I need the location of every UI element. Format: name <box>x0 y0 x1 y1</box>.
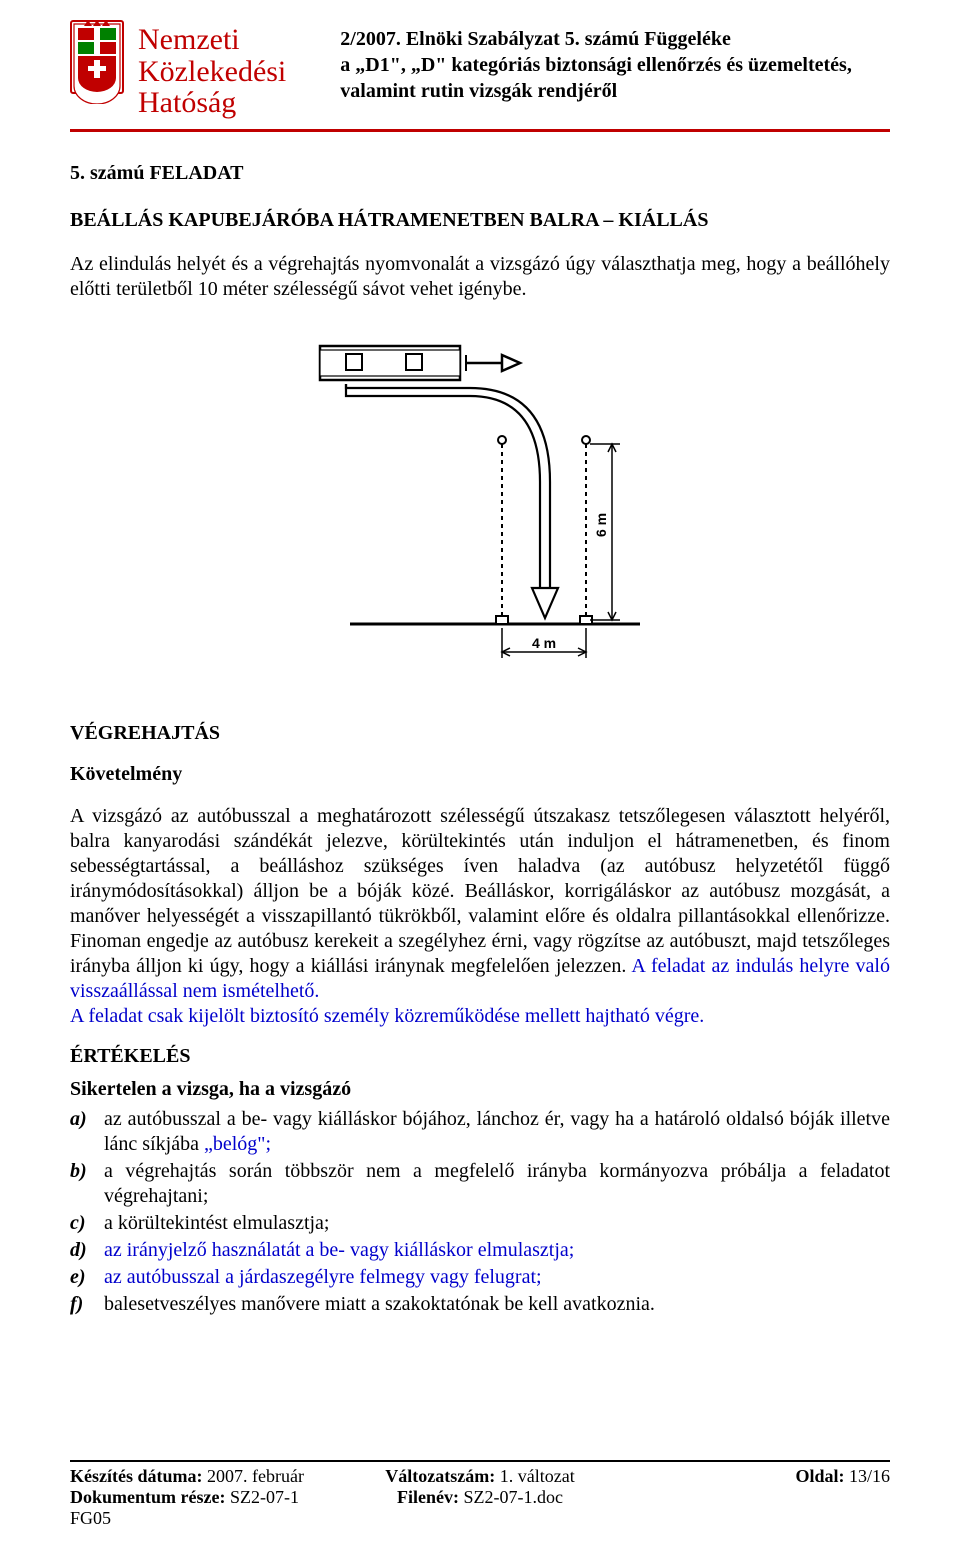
doc-title: 2/2007. Elnöki Szabályzat 5. számú Függe… <box>300 20 852 104</box>
list-marker: d) <box>70 1238 104 1263</box>
list-marker: e) <box>70 1265 104 1290</box>
list-item: c) a körültekintést elmulasztja; <box>70 1211 890 1236</box>
header-rule <box>70 129 890 132</box>
crest-icon <box>70 20 124 109</box>
footer-row-1: Készítés dátuma: 2007. február Változats… <box>70 1466 890 1487</box>
dim-depth: 6 m <box>590 444 620 620</box>
list-text: a körültekintést elmulasztja; <box>104 1211 890 1236</box>
diagram: 6 m 4 m <box>70 332 890 672</box>
footer-oldal: Oldal: 13/16 <box>617 1466 890 1487</box>
footer-row-2: Dokumentum része: SZ2-07-1 FG05 Filenév:… <box>70 1487 890 1529</box>
footer-valtozat: Változatszám: 1. változat <box>343 1466 616 1487</box>
footer-keszites: Készítés dátuma: 2007. február <box>70 1466 343 1487</box>
doc-title-line2: a „D1", „D" kategóriás biztonsági ellenő… <box>340 54 852 76</box>
doc-title-line1: 2/2007. Elnöki Szabályzat 5. számú Függe… <box>340 28 731 50</box>
bus-shape <box>320 346 520 380</box>
list-text: a végrehajtás során többször nem a megfe… <box>104 1159 890 1209</box>
list-marker: f) <box>70 1292 104 1317</box>
task-title: BEÁLLÁS KAPUBEJÁRÓBA HÁTRAMENETBEN BALRA… <box>70 209 890 232</box>
gate-post-right <box>580 436 592 624</box>
dim-width: 4 m <box>502 628 586 658</box>
gate-post-left <box>496 436 508 624</box>
footer-dokresze: Dokumentum része: SZ2-07-1 FG05 <box>70 1487 343 1529</box>
footer-filenev: Filenév: SZ2-07-1.doc <box>343 1487 616 1529</box>
list-text: az autóbusszal a járdaszegélyre felmegy … <box>104 1265 890 1290</box>
list-item: a) az autóbusszal a be- vagy kiálláskor … <box>70 1107 890 1157</box>
list-marker: a) <box>70 1107 104 1157</box>
kov-blue2: A feladat csak kijelölt biztosító személ… <box>70 1005 704 1027</box>
footer: Készítés dátuma: 2007. február Változats… <box>70 1460 890 1529</box>
list-item: e) az autóbusszal a járdaszegélyre felme… <box>70 1265 890 1290</box>
footer-rule <box>70 1460 890 1462</box>
ertekeles-title: ÉRTÉKELÉS <box>70 1045 890 1068</box>
kovetelmeny-paragraph: A vizsgázó az autóbusszal a meghatározot… <box>70 804 890 1029</box>
org-name: Nemzeti Közlekedési Hatóság <box>138 20 286 119</box>
sikertelen-title: Sikertelen a vizsga, ha a vizsgázó <box>70 1078 890 1101</box>
page: Nemzeti Közlekedési Hatóság 2/2007. Elnö… <box>0 0 960 1317</box>
org-line3: Hatóság <box>138 86 236 119</box>
org-line1: Nemzeti <box>138 23 240 56</box>
intro-paragraph: Az elindulás helyét és a végrehajtás nyo… <box>70 252 890 302</box>
org-line2: Közlekedési <box>138 55 286 88</box>
kovetelmeny-title: Követelmény <box>70 763 890 786</box>
section-number: 5. számú FELADAT <box>70 162 890 185</box>
vegrehajtas-title: VÉGREHAJTÁS <box>70 722 890 745</box>
list-text: az autóbusszal a be- vagy kiálláskor bój… <box>104 1107 890 1157</box>
list-text: az irányjelző használatát a be- vagy kiá… <box>104 1238 890 1263</box>
list-item: f) balesetveszélyes manővere miatt a sza… <box>70 1292 890 1317</box>
dim-width-label: 4 m <box>532 635 556 651</box>
header: Nemzeti Közlekedési Hatóság 2/2007. Elnö… <box>70 20 890 127</box>
list-marker: b) <box>70 1159 104 1209</box>
list-item: d) az irányjelző használatát a be- vagy … <box>70 1238 890 1263</box>
fail-list: a) az autóbusszal a be- vagy kiálláskor … <box>70 1107 890 1317</box>
doc-title-line3: valamint rutin vizsgák rendjéről <box>340 80 617 102</box>
list-marker: c) <box>70 1211 104 1236</box>
dim-depth-label: 6 m <box>593 512 609 536</box>
path-arrow <box>346 384 558 618</box>
list-item: b) a végrehajtás során többször nem a me… <box>70 1159 890 1209</box>
kov-text: A vizsgázó az autóbusszal a meghatározot… <box>70 805 890 977</box>
list-text: balesetveszélyes manővere miatt a szakok… <box>104 1292 890 1317</box>
